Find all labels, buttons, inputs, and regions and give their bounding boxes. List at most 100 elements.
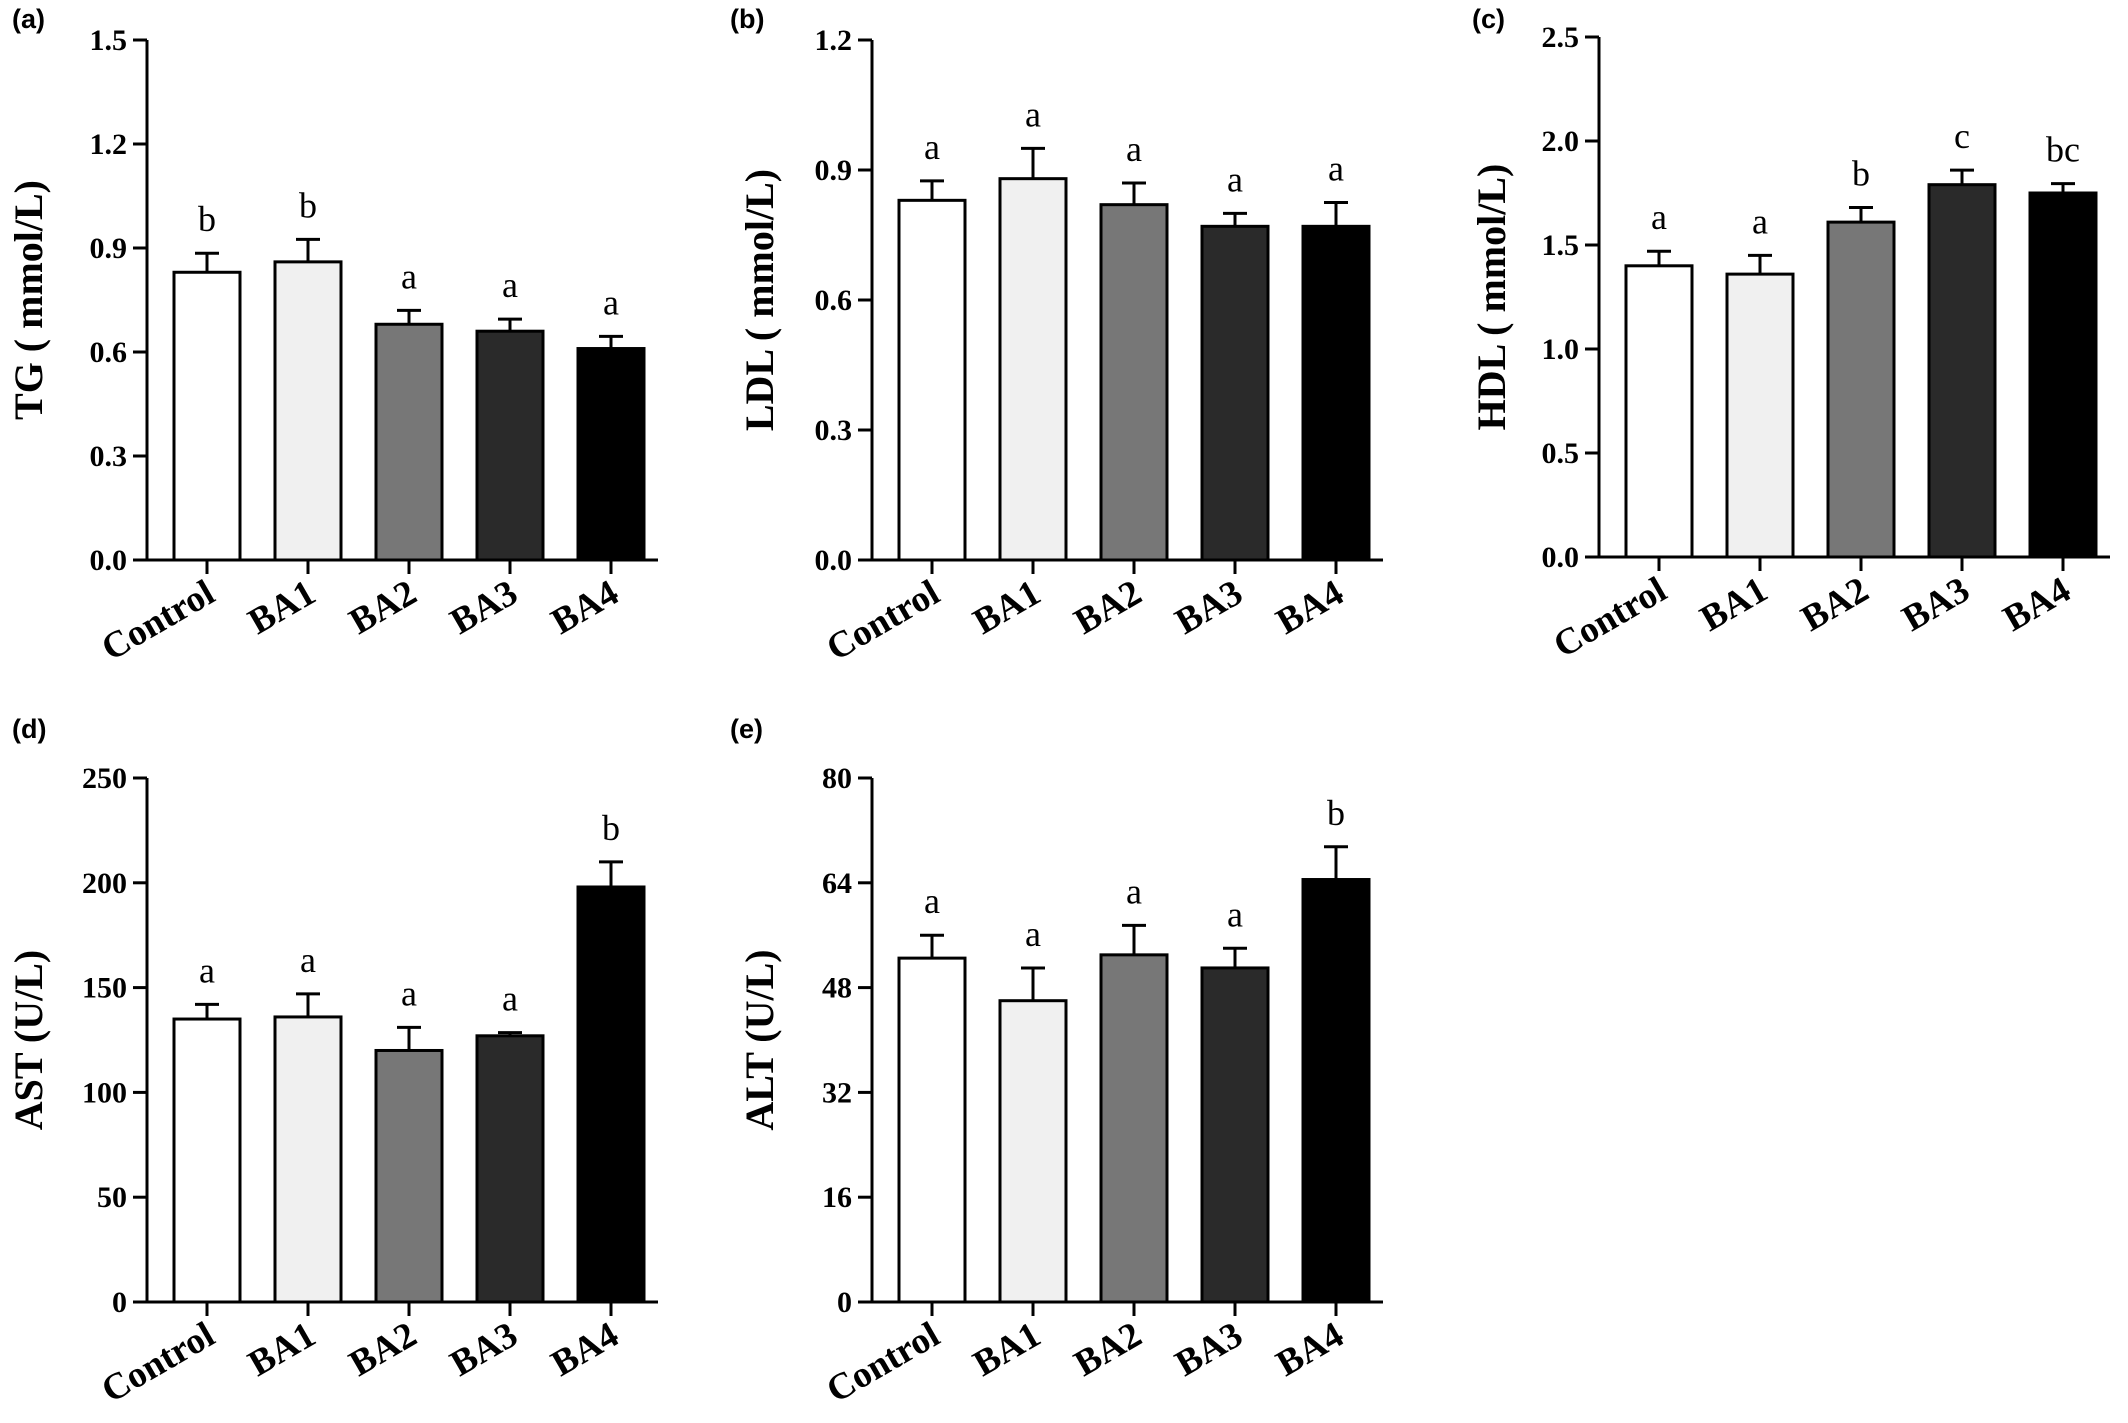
x-category-label: BA1 — [1693, 569, 1774, 639]
panel-label: (c) — [1472, 4, 1505, 34]
bar-ba2 — [374, 322, 444, 562]
chart-panel-2: (b) 0.0 0.3 0.6 0.9 1.2 LDL ( mmol/L) a Control a… — [730, 4, 1383, 669]
y-tick-label: 1.5 — [90, 24, 128, 57]
bar-control — [897, 198, 967, 562]
x-category-label: BA1 — [966, 1314, 1047, 1384]
significance-label: b — [198, 199, 216, 239]
significance-label: a — [401, 256, 417, 296]
chart-panel-5: (e) 0 16 32 48 64 80 ALT (U/L) a Control a BA1 a BA2 a… — [730, 714, 1383, 1411]
y-tick-label: 1.2 — [90, 128, 128, 161]
x-category-label: BA1 — [241, 1314, 322, 1384]
significance-label: a — [401, 973, 417, 1013]
y-tick-label: 1.0 — [1542, 333, 1580, 366]
bar-ba1 — [273, 1015, 343, 1304]
bar-ba4 — [576, 347, 646, 562]
y-tick-label: 1.2 — [815, 24, 853, 57]
y-tick-label: 0.9 — [815, 154, 853, 187]
y-axis-title: AST (U/L) — [6, 950, 51, 1130]
x-category-label: Control — [820, 572, 947, 669]
bar-control — [1624, 264, 1694, 559]
bar-ba2 — [374, 1048, 444, 1304]
bar-ba1 — [273, 260, 343, 562]
x-category-label: BA3 — [1168, 1314, 1249, 1384]
y-tick-label: 0.3 — [90, 440, 128, 473]
bar-control — [172, 1017, 242, 1304]
significance-label: a — [199, 950, 215, 990]
y-tick-label: 0.0 — [815, 544, 853, 577]
y-tick-label: 150 — [82, 972, 127, 1005]
bar-control — [172, 270, 242, 562]
y-tick-label: 2.5 — [1542, 21, 1580, 54]
x-category-label: BA4 — [544, 572, 625, 642]
x-category-label: BA4 — [1269, 1314, 1350, 1384]
x-category-label: Control — [95, 572, 222, 669]
bar-ba3 — [475, 329, 545, 562]
significance-label: a — [1328, 149, 1344, 189]
significance-label: c — [1954, 116, 1970, 156]
x-category-label: BA1 — [966, 572, 1047, 642]
significance-label: a — [603, 282, 619, 322]
y-axis-title: LDL ( mmol/L) — [737, 169, 782, 431]
y-tick-label: 0.5 — [1542, 437, 1580, 470]
bar-ba4 — [1301, 224, 1371, 562]
panel-label: (e) — [730, 714, 763, 744]
bar-control — [897, 956, 967, 1304]
x-category-label: BA3 — [443, 1314, 524, 1384]
chart-panel-3: (c) 0.0 0.5 1.0 1.5 2.0 2.5 HDL ( mmol/L) a Contr… — [1469, 4, 2110, 666]
x-category-label: BA2 — [1067, 1314, 1148, 1384]
significance-label: a — [502, 265, 518, 305]
y-axis-title: ALT (U/L) — [737, 949, 782, 1130]
x-category-label: Control — [1547, 569, 1674, 666]
x-category-label: BA4 — [1996, 569, 2077, 639]
bar-ba3 — [1200, 224, 1270, 562]
significance-label: a — [1227, 159, 1243, 199]
y-tick-label: 0.6 — [815, 284, 853, 317]
x-category-label: Control — [95, 1314, 222, 1411]
x-category-label: BA2 — [1794, 569, 1875, 639]
y-tick-label: 48 — [822, 972, 852, 1005]
y-tick-label: 50 — [97, 1181, 127, 1214]
x-category-label: BA2 — [342, 1314, 423, 1384]
bar-ba1 — [998, 999, 1068, 1304]
y-tick-label: 2.0 — [1542, 125, 1580, 158]
x-category-label: Control — [820, 1314, 947, 1411]
y-tick-label: 0 — [837, 1286, 852, 1319]
significance-label: a — [1126, 129, 1142, 169]
y-tick-label: 0.0 — [90, 544, 128, 577]
significance-label: a — [1752, 201, 1768, 241]
y-tick-label: 16 — [822, 1181, 852, 1214]
x-category-label: BA3 — [443, 572, 524, 642]
bar-ba2 — [1099, 953, 1169, 1304]
y-tick-label: 0.9 — [90, 232, 128, 265]
y-tick-label: 64 — [822, 867, 852, 900]
bar-ba4 — [1301, 878, 1371, 1304]
bar-ba3 — [1927, 183, 1997, 559]
significance-label: bc — [2046, 130, 2080, 170]
x-category-label: BA1 — [241, 572, 322, 642]
y-tick-label: 100 — [82, 1076, 127, 1109]
chart-panel-4: (d) 0 50 100 150 200 250 AST (U/L) a Control a BA1 a… — [6, 714, 658, 1411]
bar-ba3 — [475, 1034, 545, 1304]
panel-label: (b) — [730, 4, 764, 34]
x-category-label: BA2 — [1067, 572, 1148, 642]
y-tick-label: 0.0 — [1542, 541, 1580, 574]
bar-ba4 — [2028, 191, 2098, 559]
panel-label: (a) — [12, 4, 45, 34]
x-category-label: BA3 — [1168, 572, 1249, 642]
significance-label: a — [924, 881, 940, 921]
y-tick-label: 32 — [822, 1076, 852, 1109]
bar-ba4 — [576, 885, 646, 1304]
y-tick-label: 1.5 — [1542, 229, 1580, 262]
bar-ba1 — [1725, 272, 1795, 559]
x-category-label: BA4 — [1269, 572, 1350, 642]
significance-label: a — [1651, 197, 1667, 237]
bar-ba1 — [998, 177, 1068, 562]
y-tick-label: 80 — [822, 762, 852, 795]
significance-label: a — [1126, 871, 1142, 911]
significance-label: b — [1327, 793, 1345, 833]
x-category-label: BA4 — [544, 1314, 625, 1384]
significance-label: a — [300, 940, 316, 980]
significance-label: b — [602, 808, 620, 848]
panel-label: (d) — [12, 714, 46, 744]
chart-panel-1: (a) 0.0 0.3 0.6 0.9 1.2 1.5 TG ( mmol/L) b Contro… — [6, 4, 658, 669]
